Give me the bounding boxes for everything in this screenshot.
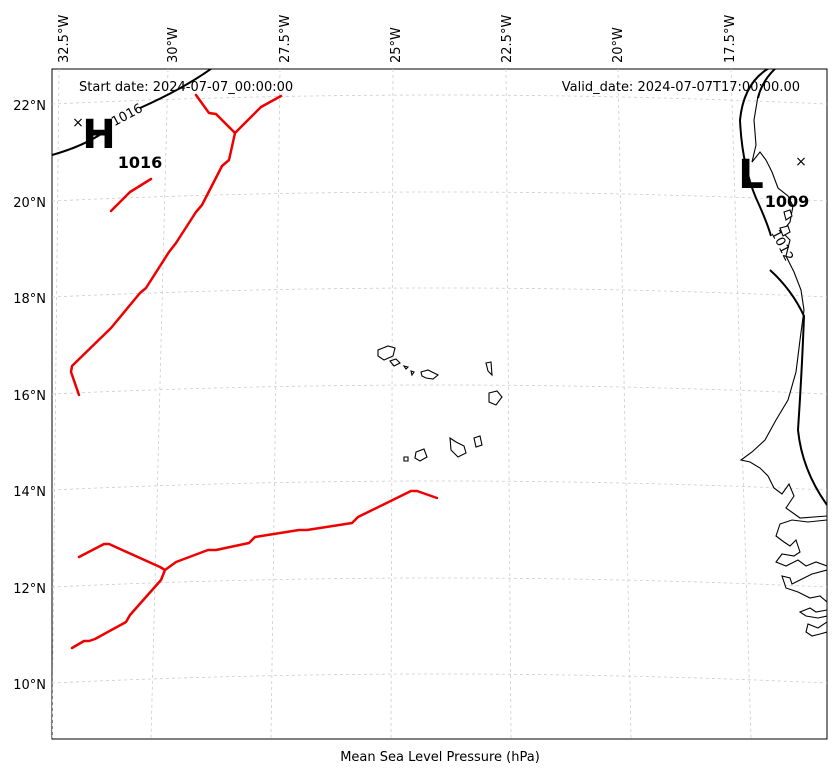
lon-tick-label: 20°W	[611, 27, 626, 63]
cape-verde-islands	[377, 345, 503, 462]
map-xlabel: Mean Sea Level Pressure (hPa)	[340, 750, 540, 765]
lon-tick-label: 25°W	[389, 27, 404, 63]
isobar-1012	[738, 69, 827, 506]
lon-tick-label: 22.5°W	[500, 15, 515, 63]
lon-tick-label: 17.5°W	[723, 15, 738, 63]
low-symbol: L	[738, 152, 764, 198]
latitude-tick-labels: 22°N 20°N 18°N 16°N 14°N 12°N 10°N	[13, 99, 46, 693]
high-symbol: H	[82, 112, 115, 158]
high-pressure-center: × H 1016	[72, 112, 162, 172]
lat-tick-label: 20°N	[13, 196, 46, 211]
lat-tick-label: 14°N	[13, 485, 46, 500]
lat-tick-label: 22°N	[13, 99, 46, 114]
lat-tick-label: 12°N	[13, 582, 46, 597]
african-coastline	[739, 95, 827, 637]
low-value: 1009	[765, 192, 810, 211]
parallel-grid	[52, 94, 827, 684]
lon-tick-label: 32.5°W	[57, 15, 72, 63]
lat-tick-label: 16°N	[13, 389, 46, 404]
low-center-marker: ×	[795, 154, 807, 170]
isobar-1016	[52, 69, 213, 156]
valid-date-label: Valid_date: 2024-07-07T17:00:00.00	[562, 80, 800, 95]
meridian-grid	[52, 69, 752, 739]
front-lines	[69, 93, 439, 650]
lat-tick-label: 10°N	[13, 678, 46, 693]
longitude-tick-labels: 32.5°W 30°W 27.5°W 25°W 22.5°W 20°W 17.5…	[57, 15, 738, 63]
start-date-label: Start date: 2024-07-07_00:00:00	[79, 80, 293, 95]
high-value: 1016	[118, 153, 163, 172]
lon-tick-label: 30°W	[166, 27, 181, 63]
high-center-marker: ×	[72, 115, 84, 131]
map-frame	[51, 68, 828, 740]
lat-tick-label: 18°N	[13, 292, 46, 307]
low-pressure-center: × L 1009	[738, 152, 809, 211]
lon-tick-label: 27.5°W	[278, 15, 293, 63]
